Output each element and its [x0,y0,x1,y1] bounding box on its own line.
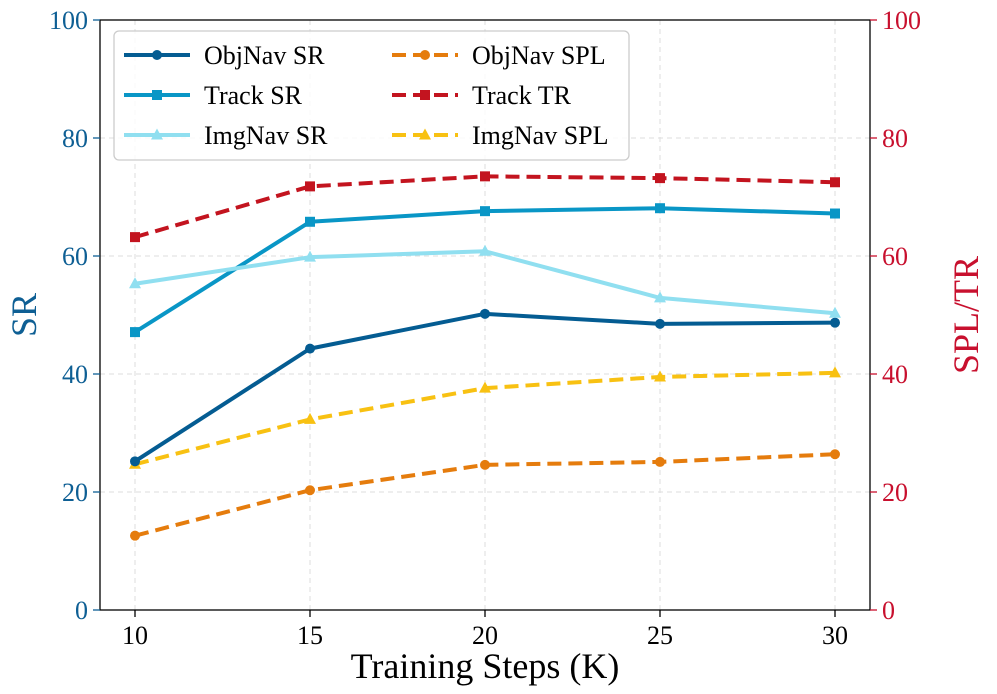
y-left-tick-label: 40 [62,360,88,389]
y-right-tick-label: 40 [882,360,908,389]
data-point [654,291,666,303]
data-point [654,370,666,382]
data-point [130,530,140,541]
data-point [480,206,490,217]
legend-marker [151,128,163,140]
y-right-tick-label: 80 [882,124,908,153]
data-point [129,277,141,289]
y-right-tick-label: 20 [882,478,908,507]
legend-marker [420,90,430,100]
data-point [305,216,315,227]
data-point [830,177,840,188]
x-axis-label: Training Steps (K) [351,646,620,686]
data-point [305,485,315,496]
data-point [655,318,665,329]
y-left-tick-label: 0 [75,596,88,625]
y-right-tick-label: 0 [882,596,895,625]
legend-label: Track TR [472,81,572,110]
series-objnav-sr [130,308,840,467]
y-right-tick-label: 100 [882,6,921,35]
series-track-tr [130,171,840,243]
data-point [830,317,840,328]
data-point [829,366,841,378]
legend-marker [420,50,430,60]
data-point [130,327,140,338]
data-point [655,456,665,467]
data-point [479,381,491,393]
data-point [305,343,315,354]
x-tick-label: 25 [647,621,673,650]
legend-item-imgnav-sr: ImgNav SR [124,121,328,150]
y-axis-label-right: SPL/TR [946,256,986,374]
legend-label: ObjNav SPL [472,41,606,70]
legend-item-track-tr: Track TR [392,81,572,110]
legend-label: ObjNav SR [204,41,325,70]
data-point [130,232,140,243]
data-point [830,449,840,460]
series [129,171,841,541]
legend: ObjNav SR Track SR ImgNav SR ObjNav SPL Trac… [113,30,630,161]
x-tick-label: 10 [122,621,148,650]
legend-marker [152,90,162,100]
legend-item-track-sr: Track SR [124,81,303,110]
legend-item-objnav-sr: ObjNav SR [124,41,325,70]
data-point [655,203,665,214]
data-point [480,459,490,470]
y-left-tick-label: 80 [62,124,88,153]
legend-item-imgnav-spl: ImgNav SPL [392,121,609,150]
axes: 10 15 20 25 30 0 20 40 60 80 100 0 20 40 60 80 100 [49,6,921,650]
legend-box [113,30,630,161]
data-point [655,173,665,184]
data-point [479,244,491,256]
data-point [130,456,140,467]
data-point [480,308,490,319]
y-left-tick-label: 100 [49,6,88,35]
series-track-sr [130,203,840,338]
x-tick-label: 20 [472,621,498,650]
data-point [304,412,316,424]
y-left-tick-label: 20 [62,478,88,507]
legend-label: ImgNav SR [204,121,328,150]
y-axis-label-left: SR [4,293,44,337]
data-point [305,181,315,192]
legend-marker [152,50,162,60]
series-imgnav-sr [129,244,841,318]
data-point [480,171,490,182]
data-point [829,306,841,318]
legend-label: ImgNav SPL [472,121,609,150]
legend-item-objnav-spl: ObjNav SPL [392,41,606,70]
legend-marker [419,128,431,140]
y-left-tick-label: 60 [62,242,88,271]
x-tick-label: 30 [822,621,848,650]
x-tick-label: 15 [297,621,323,650]
data-point [830,208,840,219]
y-right-tick-label: 60 [882,242,908,271]
series-objnav-spl [130,449,840,541]
legend-label: Track SR [204,81,303,110]
data-point [304,250,316,262]
